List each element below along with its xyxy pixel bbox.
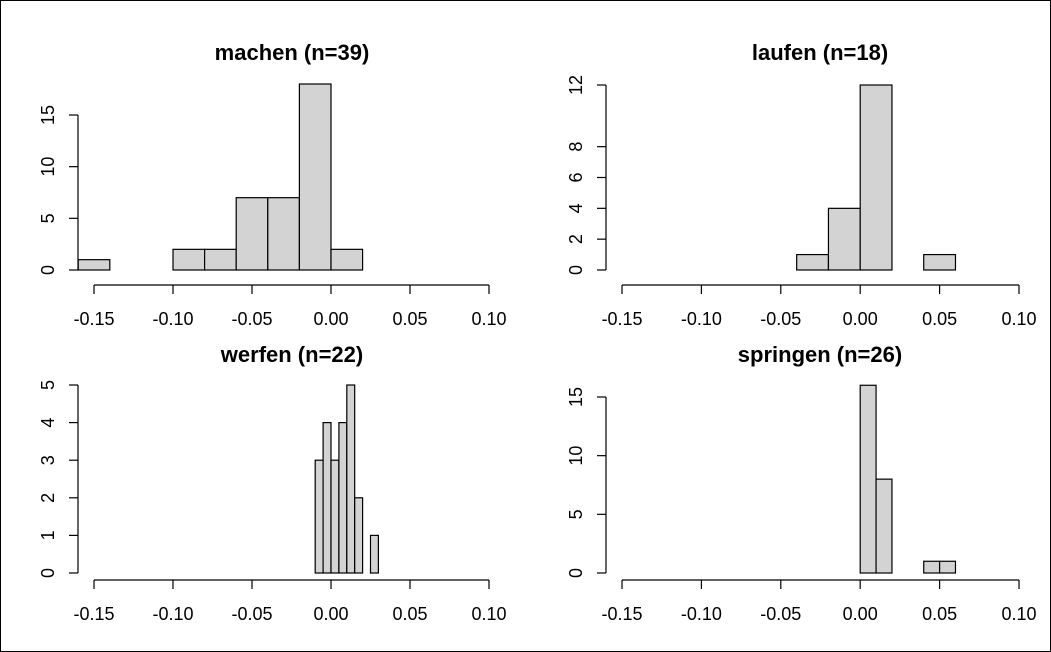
x-tick-label: 0.00 <box>313 309 348 329</box>
y-tick-label: 5 <box>566 509 586 519</box>
x-tick-label: 0.10 <box>1001 309 1036 329</box>
y-tick-label: 4 <box>566 203 586 213</box>
x-tick-label: 0.00 <box>313 604 348 624</box>
y-tick-label: 0 <box>38 265 58 275</box>
panel-werfen: werfen (n=22) -0.15 -0.10 -0.05 0.00 0.05 0.1… <box>38 342 507 624</box>
y-tick-label: 4 <box>38 418 58 428</box>
histogram-bar <box>298 83 332 271</box>
x-tick-label: 0.05 <box>392 309 427 329</box>
x-tick-label: 0.00 <box>843 309 878 329</box>
histogram-bar <box>938 560 957 574</box>
histogram-bar <box>235 197 269 271</box>
x-tick-label: -0.10 <box>681 309 722 329</box>
x-tick-label: 0.05 <box>922 309 957 329</box>
x-tick-label: -0.05 <box>760 309 801 329</box>
y-tick-label: 10 <box>566 446 586 466</box>
histogram-bar <box>346 384 356 574</box>
x-tick-label: 0.05 <box>392 604 427 624</box>
x-tick-label: -0.05 <box>231 604 272 624</box>
histogram-bar <box>172 248 206 271</box>
x-tick-label: 0.00 <box>843 604 878 624</box>
histogram-bar <box>859 384 877 574</box>
histogram-bar <box>338 422 348 574</box>
histogram-bar <box>354 497 364 574</box>
y-tick-label: 15 <box>38 105 58 125</box>
y-tick-label: 5 <box>38 213 58 223</box>
x-tick-label: -0.10 <box>681 604 722 624</box>
histogram-bar <box>923 253 957 271</box>
histogram-bar <box>827 207 861 271</box>
histogram-bar <box>330 459 340 574</box>
y-tick-label: 0 <box>566 265 586 275</box>
histogram-bar <box>77 259 111 271</box>
x-tick-label: -0.15 <box>601 309 642 329</box>
y-tick-label: 12 <box>566 75 586 95</box>
panel-laufen: laufen (n=18) -0.15 -0.10 -0.05 0.00 0.05 0.1… <box>566 40 1037 329</box>
y-tick-label: 3 <box>38 455 58 465</box>
y-tick-label: 1 <box>38 530 58 540</box>
histogram-bar <box>875 478 893 574</box>
y-tick-label: 10 <box>38 157 58 177</box>
y-tick-label: 0 <box>38 568 58 578</box>
panel-springen: springen (n=26) -0.15 -0.10 -0.05 0.00 0.05 0… <box>566 342 1037 624</box>
panel-machen: machen (n=39) -0.15 -0.10 -0.05 0.00 0.05 0.1… <box>38 40 507 329</box>
histogram-bar <box>369 534 380 574</box>
x-tick-label: -0.15 <box>601 604 642 624</box>
histogram-bar <box>322 422 332 574</box>
x-tick-label: 0.05 <box>922 604 957 624</box>
x-tick-label: 0.10 <box>1001 604 1036 624</box>
y-tick-label: 0 <box>566 568 586 578</box>
y-tick-label: 8 <box>566 142 586 152</box>
x-tick-label: -0.05 <box>231 309 272 329</box>
panel-title: werfen (n=22) <box>220 342 363 367</box>
histogram-bar <box>314 459 324 574</box>
histogram-bar <box>267 197 300 271</box>
histogram-bar <box>923 560 941 574</box>
y-tick-label: 5 <box>38 380 58 390</box>
panel-title: laufen (n=18) <box>752 40 888 65</box>
x-tick-label: -0.10 <box>152 309 193 329</box>
histogram-bar <box>796 253 830 271</box>
histogram-bar <box>204 248 237 271</box>
y-tick-label: 6 <box>566 172 586 182</box>
x-tick-label: 0.10 <box>471 604 506 624</box>
panel-title: springen (n=26) <box>738 342 902 367</box>
histogram-bar <box>859 84 893 271</box>
x-tick-label: 0.10 <box>471 309 506 329</box>
y-tick-label: 15 <box>566 387 586 407</box>
histogram-bar <box>330 248 364 271</box>
x-tick-label: -0.15 <box>73 309 114 329</box>
panel-title: machen (n=39) <box>215 40 370 65</box>
x-tick-label: -0.05 <box>760 604 801 624</box>
y-tick-label: 2 <box>38 493 58 503</box>
x-tick-label: -0.15 <box>73 604 114 624</box>
x-tick-label: -0.10 <box>152 604 193 624</box>
y-tick-label: 2 <box>566 234 586 244</box>
